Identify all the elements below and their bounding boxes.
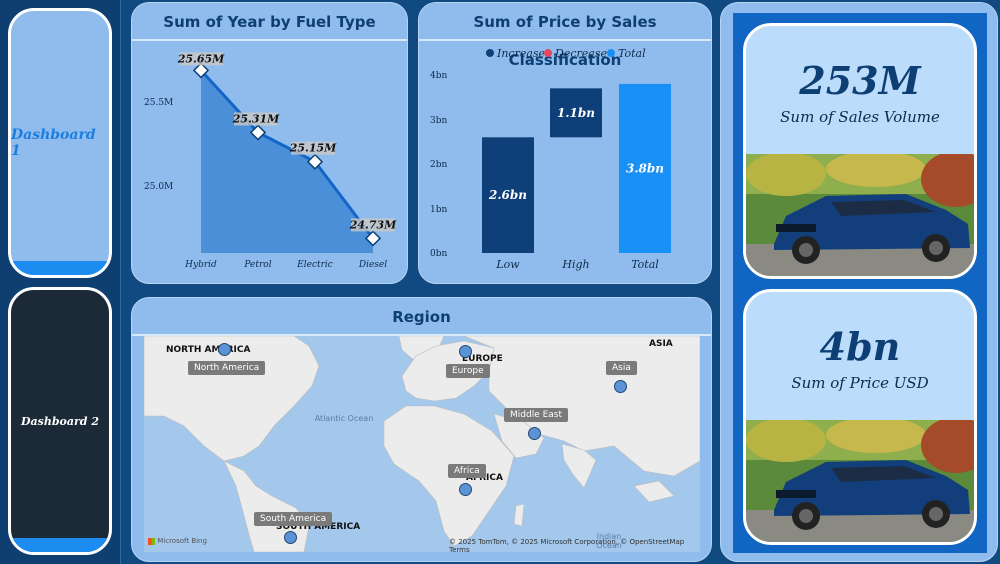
kpi-column-inner: 253M Sum of Sales Volume 4bn Sum of Pric… [733,13,987,553]
map-marker-europe[interactable] [459,345,472,358]
bing-brand-text: Microsoft Bing [157,537,207,545]
fuel-type-chart-panel: Sum of Year by Fuel Type 25.5M 25.0M 25.… [131,2,408,284]
sales-volume-value: 253M [799,58,921,103]
dashboard-1-accent-bar [11,261,109,275]
map-marker-asia[interactable] [614,380,627,393]
dashboard-1-label: Dashboard 1 [11,127,96,159]
navigation-sidebar: Dashboard 1 Dashboard 2 [0,0,121,564]
region-text-asia: ASIA [649,339,673,349]
map-marker-middle-east[interactable] [528,427,541,440]
microsoft-logo-icon [148,537,155,545]
dashboard-2-label: Dashboard 2 [21,414,99,428]
map-attribution[interactable]: © 2025 TomTom, © 2025 Microsoft Corporat… [449,538,685,552]
region-map-panel: Region Atlantic Ocean Indian Ocean [131,297,712,562]
dashboard-2-button[interactable]: Dashboard 2 [8,287,112,555]
ocean-label-indian: Indian Ocean [596,532,622,550]
map-label-africa: Africa [448,464,486,478]
fuel-data-label-bg [234,112,278,126]
fuel-point-electric[interactable] [306,153,324,170]
map-label-europe: Europe [446,364,490,378]
price-y-tick-0bn: 0bn [430,249,447,259]
fuel-data-label-petrol: 25.31M [232,112,280,125]
price-value: 4bn [819,324,901,369]
price-bar-total[interactable] [619,83,671,254]
sales-volume-card: 253M Sum of Sales Volume [743,23,977,279]
fuel-data-label-diesel: 24.73M [349,218,397,231]
fuel-point-diesel[interactable] [364,230,382,247]
car-photo [746,420,974,542]
region-text-north-america: NORTH AMERICA [166,345,251,355]
map-marker-africa[interactable] [459,483,472,496]
price-x-label-high: High [561,258,589,271]
price-y-tick-1bn: 1bn [430,205,447,215]
region-text-africa: AFRICA [466,473,503,483]
price-classification-chart: Increase Decrease Total 4bn 3bn 2bn 1bn … [430,47,671,271]
price-x-label-total: Total [631,258,659,271]
legend-increase-marker [486,49,494,57]
legend-total-label: Total [618,47,646,60]
fuel-y-tick-25-0m: 25.0M [144,182,173,192]
map-label-north-america: North America [188,361,266,375]
map-label-middle-east: Middle East [504,408,569,422]
fuel-x-label-diesel: Diesel [358,260,387,270]
dashboard-2-accent-bar [11,538,109,552]
fuel-line [199,69,375,240]
fuel-area-fill [201,70,373,254]
price-y-tick-2bn: 2bn [430,160,447,170]
fuel-data-label-bg [291,141,335,155]
fuel-chart-title: Sum of Year by Fuel Type [132,3,407,41]
price-bar-high[interactable] [550,88,602,138]
legend-increase-label: Increase [496,47,546,60]
fuel-x-label-hybrid: Hybrid [184,260,217,270]
fuel-y-tick-25-5m: 25.5M [144,98,173,108]
region-map-title: Region [132,298,711,336]
fuel-data-label-bg [351,218,395,232]
fuel-point-petrol[interactable] [249,124,267,141]
map-label-asia: Asia [606,361,637,375]
legend-decrease-label: Decrease [554,47,607,60]
price-y-tick-3bn: 3bn [430,116,447,126]
map-marker-north-america[interactable] [218,343,231,356]
fuel-x-label-petrol: Petrol [243,260,271,270]
region-text-europe: EUROPE [462,354,503,364]
legend-total-marker [607,49,615,57]
car-photo [746,154,974,276]
sales-volume-label: Sum of Sales Volume [780,108,940,126]
ocean-label-atlantic: Atlantic Ocean [314,414,374,423]
fuel-x-label-electric: Electric [296,260,333,270]
legend-decrease-marker [544,49,552,57]
fuel-data-label-electric: 25.15M [289,142,337,155]
price-data-label-total: 3.8bn [626,161,664,175]
price-card: 4bn Sum of Price USD [743,289,977,545]
price-classification-chart-panel: Sum of Price by Sales Classification Inc… [418,2,712,284]
bing-logo: Microsoft Bing [148,537,207,545]
price-legend: Increase Decrease Total [486,47,646,60]
price-label: Sum of Price USD [791,374,929,392]
region-text-south-america: SOUTH AMERICA [276,522,361,532]
price-data-label-low: 2.6bn [488,188,527,202]
kpi-column: 253M Sum of Sales Volume 4bn Sum of Pric… [720,2,998,562]
price-y-tick-4bn: 4bn [430,71,447,81]
price-x-label-low: Low [495,258,520,271]
map-label-south-america: South America [254,512,333,526]
dashboard-1-button[interactable]: Dashboard 1 [8,8,112,278]
region-map[interactable]: Atlantic Ocean Indian Ocean NORTH AMERIC… [144,336,700,552]
price-data-label-high: 1.1bn [557,106,595,120]
fuel-data-label-hybrid: 25.65M [177,52,225,65]
fuel-point-hybrid[interactable] [192,62,210,79]
map-marker-south-america[interactable] [284,531,297,544]
fuel-type-chart: 25.5M 25.0M 25.65M Hybrid 25.31M Petrol 25.1… [144,52,397,270]
price-chart-title: Sum of Price by Sales Classification [419,3,711,69]
fuel-data-label-bg [179,52,223,66]
price-bar-low[interactable] [482,137,534,253]
